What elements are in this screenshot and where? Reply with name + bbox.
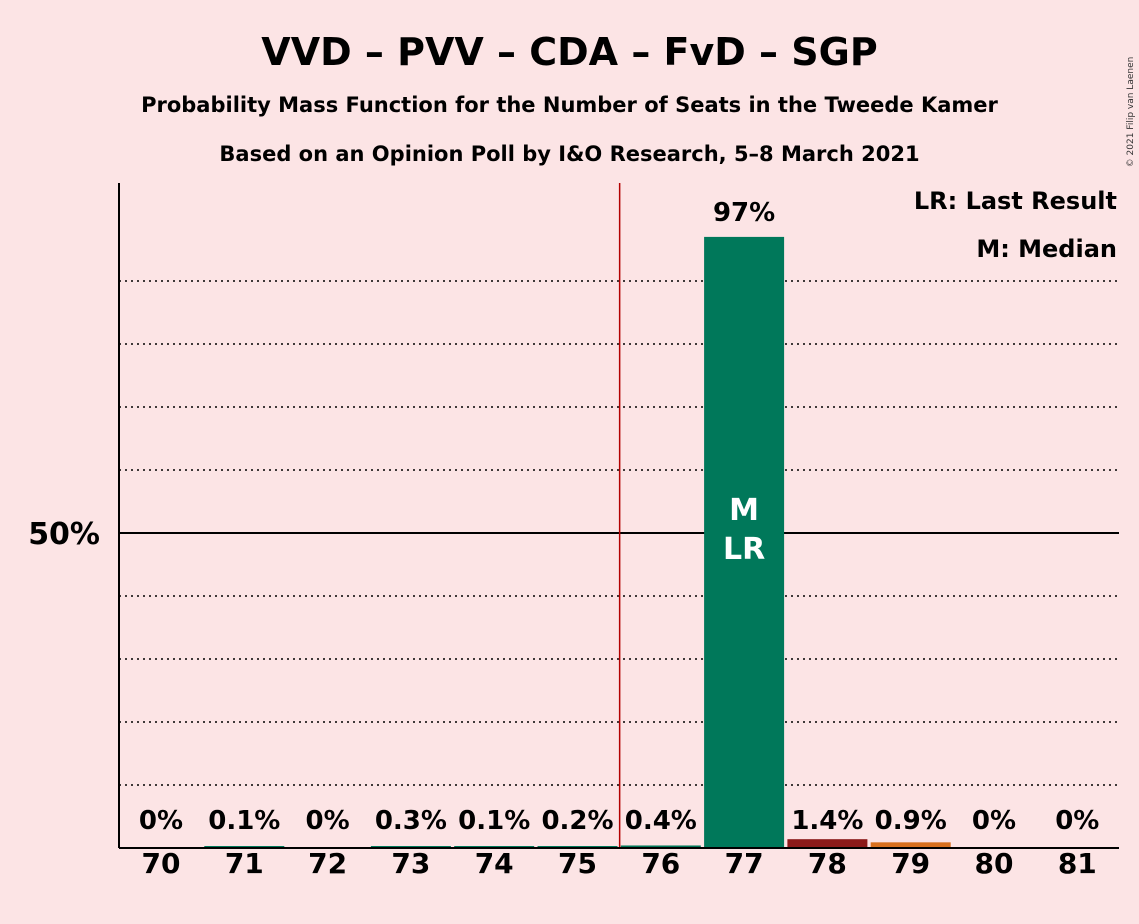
x-tick-label: 76 <box>641 847 680 880</box>
y-axis-ticks: 50% <box>28 517 100 552</box>
chart-source: Based on an Opinion Poll by I&O Research… <box>219 142 919 166</box>
bars <box>204 236 951 848</box>
bar-seat-78 <box>787 839 868 848</box>
bar-seat-79 <box>870 842 951 848</box>
median-marker: M <box>729 493 759 528</box>
data-label-seat-72: 0% <box>306 806 350 836</box>
x-tick-label: 73 <box>391 847 430 880</box>
x-tick-label: 81 <box>1058 847 1097 880</box>
data-label-seat-75: 0.2% <box>541 806 613 836</box>
legend-median: M: Median <box>976 235 1117 263</box>
bar-seat-76 <box>620 845 701 848</box>
data-label-seat-81: 0% <box>1055 806 1099 836</box>
x-tick-label: 72 <box>308 847 347 880</box>
x-tick-label: 79 <box>891 847 930 880</box>
chart-title: VVD – PVV – CDA – FvD – SGP <box>261 30 877 74</box>
x-tick-label: 75 <box>558 847 597 880</box>
data-label-seat-77: 97% <box>713 198 775 228</box>
data-label-seat-76: 0.4% <box>625 806 697 836</box>
bar-seat-77 <box>704 236 785 848</box>
legend-last-result: LR: Last Result <box>914 187 1117 215</box>
copyright-notice: © 2021 Filip van Laenen <box>1126 57 1136 168</box>
x-tick-label: 71 <box>225 847 264 880</box>
data-label-seat-74: 0.1% <box>458 806 530 836</box>
chart-subtitle: Probability Mass Function for the Number… <box>141 93 998 117</box>
x-tick-label: 80 <box>975 847 1014 880</box>
axes <box>118 183 1119 849</box>
x-tick-label: 74 <box>475 847 514 880</box>
data-labels: 0% 0.1% 0% 0.3% 0.1% 0.2% 0.4% 97% 1.4% 0.9% 0% 0% M… <box>139 198 1099 836</box>
x-tick-label: 70 <box>142 847 181 880</box>
data-label-seat-73: 0.3% <box>375 806 447 836</box>
x-tick-label: 77 <box>725 847 764 880</box>
x-axis-ticks: 70 71 72 73 74 75 76 77 78 79 80 81 <box>142 847 1097 880</box>
data-label-seat-78: 1.4% <box>791 806 863 836</box>
x-tick-label: 78 <box>808 847 847 880</box>
last-result-marker: LR <box>723 532 765 567</box>
data-label-seat-70: 0% <box>139 806 183 836</box>
data-label-seat-71: 0.1% <box>208 806 280 836</box>
gridlines <box>119 183 1119 848</box>
data-label-seat-79: 0.9% <box>875 806 947 836</box>
y-tick-label: 50% <box>28 517 100 552</box>
data-label-seat-80: 0% <box>972 806 1016 836</box>
